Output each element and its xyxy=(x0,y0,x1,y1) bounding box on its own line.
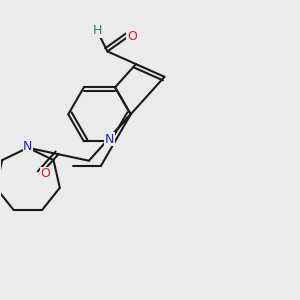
Text: N: N xyxy=(23,140,33,153)
Text: O: O xyxy=(127,30,137,43)
Text: N: N xyxy=(105,133,115,146)
Text: O: O xyxy=(40,167,50,180)
Text: H: H xyxy=(92,24,102,37)
